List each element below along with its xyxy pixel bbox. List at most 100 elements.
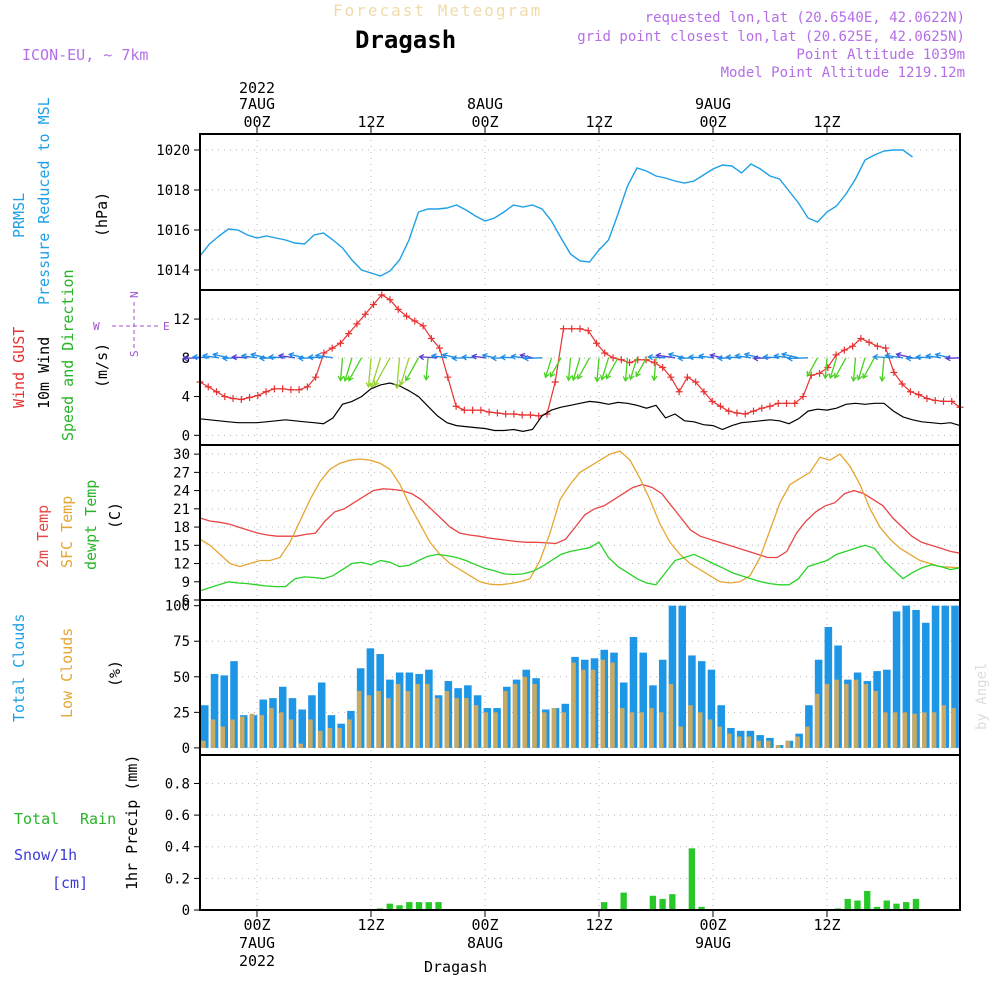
x-label-bottom-hour: 12Z xyxy=(585,916,612,934)
temp-unit: (C) xyxy=(106,502,124,529)
y-tick-label: 21 xyxy=(173,502,190,518)
x-label-top-year: 2022 xyxy=(239,79,275,97)
wind-arrow-head xyxy=(499,354,506,361)
pressure-unit: (hPa) xyxy=(93,192,111,237)
wind-unit: (m/s) xyxy=(93,343,111,388)
x-label-bottom-date: 8AUG xyxy=(467,934,503,952)
wind-arrow-head xyxy=(394,383,401,390)
gust-marker xyxy=(898,380,906,388)
x-label-bottom-hour: 00Z xyxy=(243,916,270,934)
y-tick-label: 50 xyxy=(173,670,190,686)
wind-arrow xyxy=(511,355,524,359)
gust-marker xyxy=(485,408,493,416)
wind-arrow-head xyxy=(543,372,550,379)
compass-w: W xyxy=(93,320,100,333)
gust-marker xyxy=(320,349,328,357)
wind-arrow-head xyxy=(490,354,497,362)
wind-arrow-head xyxy=(277,353,285,360)
cloud-bar-total xyxy=(707,669,716,748)
wind-arrow-head xyxy=(834,372,840,379)
wind-arrow-head xyxy=(519,352,526,359)
temp-label-b: SFC Temp xyxy=(58,496,76,568)
cloud-bar-low xyxy=(902,712,908,748)
wind-arrow xyxy=(289,353,305,359)
cloud-bar-total xyxy=(951,605,959,748)
wind-label-b: 10m Wind xyxy=(35,337,53,409)
panel-frame xyxy=(199,289,961,446)
gust-marker xyxy=(857,334,865,342)
cloud-bar-low xyxy=(766,740,771,748)
wind-arrow-head xyxy=(850,376,857,383)
precip-bar xyxy=(883,900,890,910)
y-tick-label: 12 xyxy=(173,557,190,573)
wind-arrow-head xyxy=(677,355,684,362)
wind-arrow-head xyxy=(716,355,723,362)
precip-bar xyxy=(864,891,871,910)
wind-arrow xyxy=(906,357,923,360)
wind-arrow xyxy=(873,356,894,359)
wind-arrow-head xyxy=(201,353,209,360)
gust-marker xyxy=(601,349,609,357)
cloud-bar-low xyxy=(337,727,342,748)
gust-marker xyxy=(411,317,419,325)
cloud-bar-low xyxy=(503,691,508,748)
gust-marker xyxy=(708,397,716,405)
wind-arrow-head xyxy=(221,355,228,362)
cloud-bar-low xyxy=(376,691,381,748)
wind-arrow xyxy=(653,357,657,381)
cloud-bar-total xyxy=(688,655,696,748)
y-tick-label: 0.8 xyxy=(165,776,190,792)
x-label-top-hour: 12Z xyxy=(357,113,384,131)
wind-arrow xyxy=(549,357,562,378)
gust-marker xyxy=(906,388,914,396)
wind-arrow xyxy=(251,353,267,359)
wind-arrow-head xyxy=(430,353,437,360)
wind-arrow-head xyxy=(895,351,902,359)
y-tick-label: 18 xyxy=(173,520,190,536)
x-label-bottom-hour: 12Z xyxy=(813,916,840,934)
pressure-label-a: PRMSL xyxy=(10,193,28,238)
gust-marker xyxy=(510,410,518,418)
cloud-bar-low xyxy=(649,708,654,748)
wind-arrow-head xyxy=(915,354,922,361)
cloud-bar-low xyxy=(610,662,615,748)
cloud-bar-low xyxy=(395,683,401,748)
gust-marker xyxy=(502,410,510,418)
wind-arrow xyxy=(781,353,799,359)
temp-label-a: 2m Temp xyxy=(34,505,52,568)
wind-arrow-head xyxy=(577,373,583,380)
wind-arrow-head xyxy=(231,354,238,361)
cloud-bar-total xyxy=(697,661,706,748)
gust-marker xyxy=(840,346,848,354)
wind-arrow xyxy=(348,357,363,381)
cloud-bar-total xyxy=(902,605,911,748)
cloud-bar-low xyxy=(571,662,576,748)
wind-arrow-head xyxy=(451,355,458,362)
wind-arrow xyxy=(344,357,353,381)
gust-marker xyxy=(609,354,617,362)
cloud-bar-low xyxy=(658,712,664,748)
cloud-bar-low xyxy=(717,726,722,748)
wind-arrow xyxy=(596,357,600,382)
cloud-bar-low xyxy=(814,693,820,748)
gust-marker xyxy=(593,339,601,347)
gust-marker xyxy=(452,402,460,410)
gust-marker xyxy=(700,388,708,396)
wind-arrow-head xyxy=(872,353,879,361)
wind-arrow xyxy=(315,354,334,359)
gust-marker xyxy=(394,305,402,313)
wind-arrow-head xyxy=(905,355,912,362)
wind-label-a: Wind GUST xyxy=(10,327,28,408)
y-tick-label: 6 xyxy=(182,593,190,609)
cloud-bar-low xyxy=(775,745,781,748)
wind-arrow-head xyxy=(348,375,354,382)
x-label-top-date: 9AUG xyxy=(695,95,731,113)
cloud-bar-low xyxy=(259,715,264,748)
wind-arrow-head xyxy=(651,375,658,382)
gust-marker xyxy=(279,385,287,393)
wind-arrow xyxy=(405,357,420,381)
gust-marker xyxy=(915,391,923,399)
y-tick-label: 1020 xyxy=(156,143,190,159)
cloud-bar-total xyxy=(678,605,686,748)
gust-marker xyxy=(816,369,824,377)
